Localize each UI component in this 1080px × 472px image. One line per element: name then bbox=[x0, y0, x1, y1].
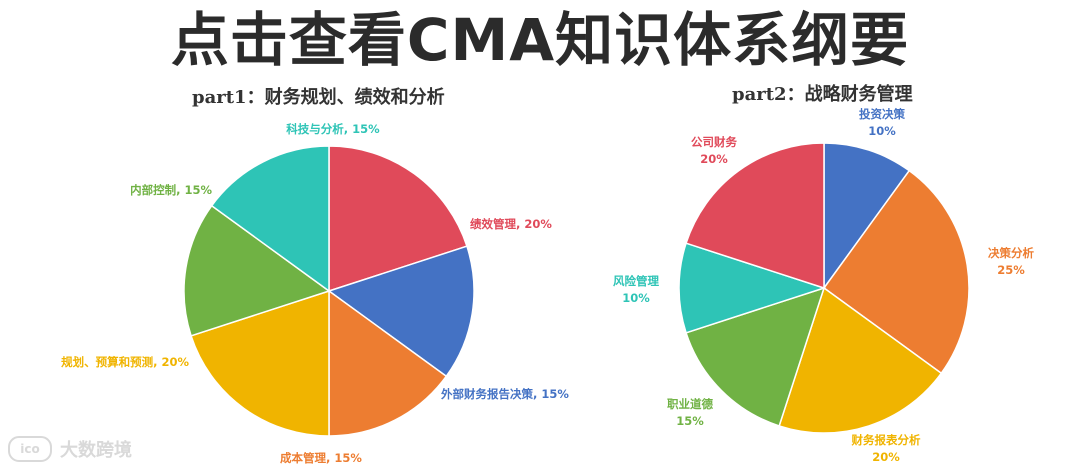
watermark-brand: 大数跨境 bbox=[60, 440, 132, 461]
slice-label-chart2-3: 财务报表分析 20% bbox=[851, 433, 921, 464]
chart-part1-title: part1：财务规划、绩效和分析 bbox=[192, 87, 445, 108]
pie-slice-chart2-4 bbox=[685, 286, 826, 427]
slice-label-chart2-1: 投资决策 10% bbox=[859, 107, 905, 138]
slice-label-chart1-4: 规划、预算和预测, 20% bbox=[61, 355, 189, 369]
pie-slice-chart1-4 bbox=[190, 289, 330, 437]
slice-label-chart2-4: 职业道德 15% bbox=[667, 397, 713, 428]
pie-slice-chart2-1 bbox=[823, 142, 911, 291]
slice-label-chart1-2: 外部财务报告决策, 15% bbox=[440, 387, 569, 401]
pie-slice-chart1-5 bbox=[183, 204, 331, 337]
slice-label-chart1-3: 成本管理, 15% bbox=[280, 451, 362, 465]
slice-label-chart2-5: 风险管理 10% bbox=[613, 274, 659, 305]
pie-slice-chart1-2 bbox=[327, 245, 475, 378]
watermark-logo-icon: ico bbox=[8, 436, 52, 462]
watermark: ico 大数跨境 bbox=[8, 436, 132, 462]
pie-slice-chart1-6 bbox=[210, 145, 330, 293]
chart-part2-title: part2：战略财务管理 bbox=[732, 84, 913, 105]
pie-slice-chart2-6 bbox=[685, 142, 825, 290]
pie-slice-chart2-3 bbox=[778, 286, 943, 434]
pie-slice-chart1-3 bbox=[328, 289, 448, 437]
slice-label-chart2-2: 决策分析 25% bbox=[988, 246, 1034, 277]
pie-slice-chart1-1 bbox=[328, 145, 468, 293]
slice-label-chart1-6: 科技与分析, 15% bbox=[286, 122, 380, 136]
slice-label-chart2-6: 公司财务 20% bbox=[691, 135, 737, 166]
pie-slice-chart2-5 bbox=[678, 242, 827, 334]
slice-label-chart1-1: 绩效管理, 20% bbox=[470, 217, 552, 231]
page-headline[interactable]: 点击查看CMA知识体系纲要 bbox=[170, 6, 910, 74]
slice-label-chart1-5: 内部控制, 15% bbox=[130, 183, 212, 197]
pie-slice-chart2-2 bbox=[822, 169, 970, 375]
